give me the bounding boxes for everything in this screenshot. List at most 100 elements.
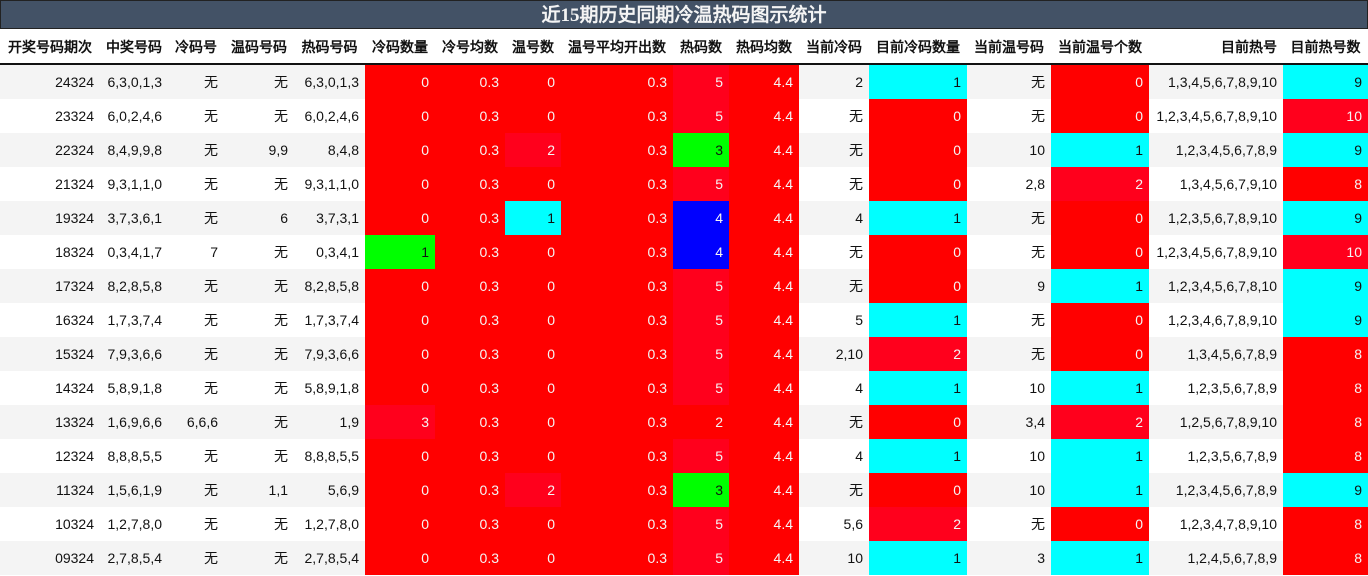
table-cell: 0.3 [435, 439, 505, 473]
table-cell: 无 [274, 516, 288, 532]
table-cell: 9 [1283, 133, 1368, 167]
table-cell: 8,2,8,5,8 [107, 278, 163, 294]
table-cell: 0 [505, 405, 561, 439]
table-cell: 1,2,3,4,7,8,9,10 [1179, 516, 1277, 532]
table-cell: 3 [673, 473, 729, 507]
table-row: 23324 6,0,2,4,6 无无 6,0,2,4,6 0 0.3 0 0.3 5 4.4 无 0 无… [0, 99, 1368, 133]
table-cell: 0 [505, 541, 561, 575]
column-header[interactable]: 当前温号码 [974, 39, 1044, 55]
table-cell: 3,4 [1025, 414, 1045, 430]
table-cell: 4.4 [729, 65, 799, 99]
table-cell: 0.3 [435, 303, 505, 337]
table-cell: 4.4 [729, 167, 799, 201]
table-cell: 0.3 [561, 99, 673, 133]
table-cell: 5,8,9,1,8 [107, 380, 163, 396]
table-cell: 4.4 [729, 201, 799, 235]
table-cell: 无 [204, 312, 218, 328]
column-header[interactable]: 中奖号码 [106, 39, 162, 55]
table-cell: 23324 [55, 108, 94, 124]
table-cell: 无 [204, 482, 218, 498]
table-cell: 无 [204, 176, 218, 192]
table-cell: 8,2,8,5,8 [304, 278, 360, 294]
table-cell: 1 [365, 235, 435, 269]
table-cell: 无 [204, 210, 218, 226]
table-cell: 0 [365, 65, 435, 99]
column-header[interactable]: 冷码数量 [372, 39, 428, 55]
column-header[interactable]: 目前冷码数量 [876, 39, 960, 55]
table-cell: 0 [365, 541, 435, 575]
table-cell: 1,2,3,4,5,6,7,8,9 [1175, 482, 1277, 498]
column-header[interactable]: 温码号码 [231, 39, 287, 55]
table-cell: 4.4 [729, 507, 799, 541]
table-cell: 0 [365, 269, 435, 303]
table-cell: 0 [869, 473, 967, 507]
column-header[interactable]: 当前冷码 [806, 39, 862, 55]
table-cell: 2,10 [835, 346, 863, 362]
table-cell: 5 [673, 541, 729, 575]
table-cell: 18324 [55, 244, 94, 260]
table-cell: 5 [673, 65, 729, 99]
column-header[interactable]: 热码均数 [736, 39, 792, 55]
table-cell: 1 [1051, 269, 1149, 303]
table-cell: 4 [673, 201, 729, 235]
column-header[interactable]: 温号数 [512, 39, 554, 55]
table-cell: 5 [673, 439, 729, 473]
table-cell: 0.3 [435, 167, 505, 201]
table-cell: 4.4 [729, 99, 799, 133]
table-cell: 1 [869, 541, 967, 575]
column-header[interactable]: 当前温号个数 [1058, 39, 1142, 55]
table-cell: 无 [849, 482, 863, 498]
column-header[interactable]: 目前热号 [1221, 39, 1277, 55]
column-header[interactable]: 目前热号数 [1290, 39, 1361, 55]
table-cell: 2,7,8,5,4 [107, 550, 163, 566]
table-cell: 10 [1029, 380, 1045, 396]
table-cell: 0 [1051, 507, 1149, 541]
table-cell: 12324 [55, 448, 94, 464]
table-cell: 无 [274, 108, 288, 124]
table-cell: 无 [274, 380, 288, 396]
column-header[interactable]: 温号平均开出数 [568, 39, 666, 55]
column-header[interactable]: 热码数 [680, 39, 722, 55]
table-cell: 4.4 [729, 337, 799, 371]
table-cell: 无 [204, 108, 218, 124]
table-cell: 0 [365, 133, 435, 167]
table-cell: 0 [365, 99, 435, 133]
table-cell: 4.4 [729, 439, 799, 473]
table-cell: 0.3 [561, 235, 673, 269]
column-header[interactable]: 开奖号码期次 [8, 39, 92, 55]
table-cell: 4 [855, 380, 863, 396]
table-cell: 0.3 [435, 371, 505, 405]
table-cell: 无 [1031, 346, 1045, 362]
column-header[interactable]: 冷号均数 [442, 39, 498, 55]
table-cell: 9,3,1,1,0 [107, 176, 163, 192]
table-cell: 0 [505, 167, 561, 201]
table-cell: 2 [1051, 167, 1149, 201]
table-cell: 0 [1051, 99, 1149, 133]
table-cell: 11324 [56, 482, 94, 498]
table-cell: 0 [1051, 65, 1149, 99]
table-cell: 9 [1283, 269, 1368, 303]
table-cell: 0.3 [561, 65, 673, 99]
table-cell: 6,3,0,1,3 [107, 74, 163, 90]
table-row: 15324 7,9,3,6,6 无无 7,9,3,6,6 0 0.3 0 0.3 5 4.4 2,1… [0, 337, 1368, 371]
table-cell: 4 [855, 210, 863, 226]
table-cell: 1,5,6,1,9 [107, 482, 163, 498]
table-cell: 4 [673, 235, 729, 269]
table-cell: 0.3 [561, 405, 673, 439]
table-cell: 2 [869, 507, 967, 541]
column-header[interactable]: 冷码号 [175, 39, 217, 55]
table-cell: 1,2,7,8,0 [304, 516, 360, 532]
column-header[interactable]: 热码号码 [301, 39, 358, 55]
table-cell: 2 [673, 405, 729, 439]
table-cell: 0 [365, 167, 435, 201]
table-cell: 19324 [55, 210, 94, 226]
table-cell: 0.3 [435, 405, 505, 439]
table-cell: 1 [869, 439, 967, 473]
table-cell: 5 [855, 312, 863, 328]
table-cell: 0.3 [561, 541, 673, 575]
table-cell: 8,4,9,9,8 [107, 142, 163, 158]
table-cell: 17324 [55, 278, 94, 294]
table-cell: 0 [505, 439, 561, 473]
table-cell: 8,8,8,5,5 [107, 448, 163, 464]
table-row: 21324 9,3,1,1,0 无无 9,3,1,1,0 0 0.3 0 0.3 5 4.4 无 0 2… [0, 167, 1368, 201]
